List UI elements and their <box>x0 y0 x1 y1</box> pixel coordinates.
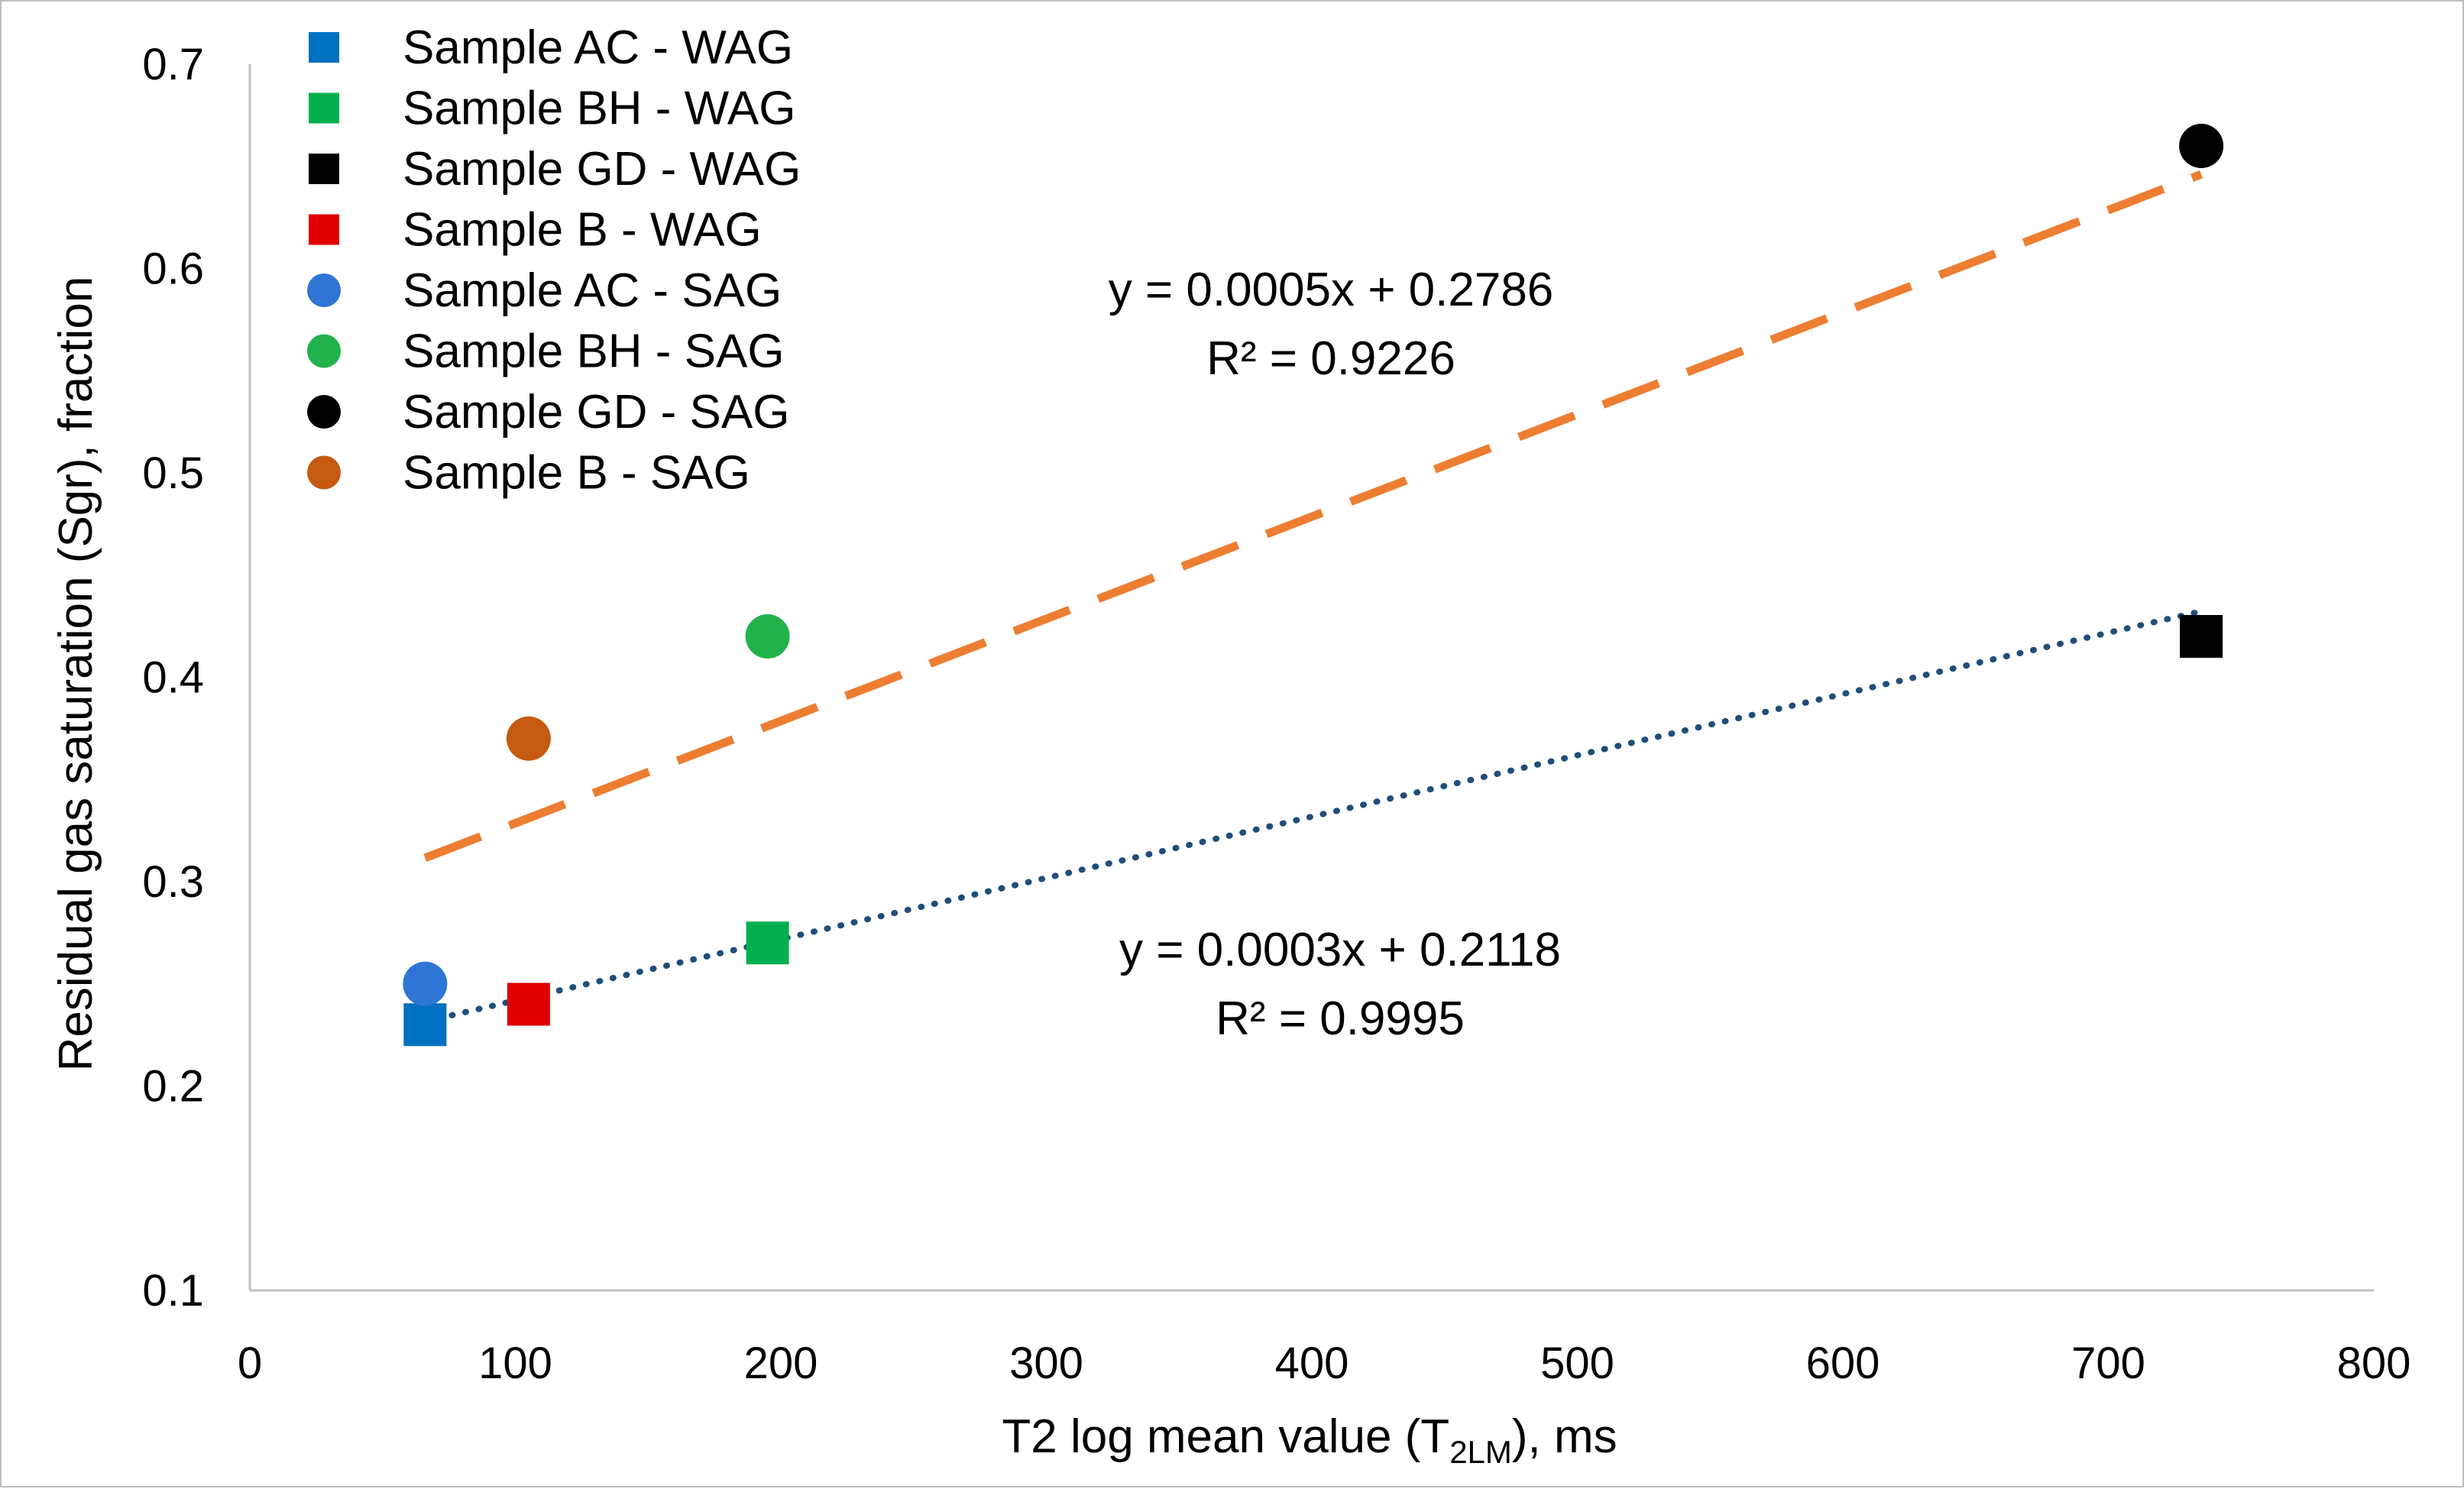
x-tick-label: 200 <box>744 1338 818 1388</box>
x-axis-title-subscript: 2LM <box>1449 1434 1512 1470</box>
legend-marker <box>307 334 341 368</box>
y-tick-label: 0.5 <box>142 448 204 498</box>
legend-marker <box>309 214 339 245</box>
x-axis-title-suffix: ), ms <box>1512 1410 1617 1463</box>
legend-item: Sample B - WAG <box>309 204 762 257</box>
trendline-sag <box>423 170 2203 863</box>
data-point <box>2179 124 2224 168</box>
legend-item: Sample GD - WAG <box>309 143 801 196</box>
legend-label: Sample BH - WAG <box>403 83 795 135</box>
legend-item: Sample GD - SAG <box>307 386 789 439</box>
legend-label: Sample B - SAG <box>403 447 750 500</box>
legend-item: Sample AC - WAG <box>309 21 793 74</box>
y-tick-label: 0.7 <box>142 40 204 89</box>
legend-item: Sample BH - SAG <box>307 325 785 378</box>
data-point <box>403 961 448 1006</box>
y-tick-label: 0.3 <box>142 857 204 907</box>
x-tick-label: 400 <box>1275 1338 1349 1388</box>
data-point <box>403 1003 447 1047</box>
legend-marker <box>309 154 339 184</box>
legend-label: Sample GD - WAG <box>403 143 801 196</box>
x-tick-label: 300 <box>1009 1338 1083 1388</box>
data-points <box>403 124 2224 1047</box>
y-tick-label: 0.6 <box>142 244 204 294</box>
trendline-equation-wag: y = 0.0003x + 0.2118 <box>1119 924 1561 976</box>
data-point <box>507 982 550 1026</box>
x-tick-label: 600 <box>1806 1338 1880 1388</box>
legend-label: Sample BH - SAG <box>403 325 785 378</box>
x-tick-label: 800 <box>2337 1338 2411 1388</box>
trendline-equation-sag: y = 0.0005x + 0.2786 <box>1109 264 1554 316</box>
y-axis-title: Residual gas saturation (Sgr), fraction <box>50 277 102 1072</box>
legend-item: Sample B - SAG <box>307 447 750 500</box>
trendline-r2-sag: R² = 0.9226 <box>1206 332 1455 385</box>
trendline-wag <box>422 608 2205 1024</box>
legend-marker <box>307 274 341 307</box>
trendline-r2-wag: R² = 0.9995 <box>1216 992 1465 1045</box>
y-tick-label: 0.2 <box>142 1062 204 1112</box>
legend-label: Sample GD - SAG <box>403 386 789 439</box>
legend-label: Sample B - WAG <box>403 204 762 257</box>
trendlines <box>422 170 2205 1024</box>
legend-label: Sample AC - WAG <box>403 21 793 74</box>
data-point <box>506 716 551 761</box>
legend-marker <box>307 455 341 490</box>
x-tick-label: 0 <box>238 1338 262 1388</box>
x-tick-label: 500 <box>1540 1338 1614 1388</box>
legend-item: Sample AC - SAG <box>307 264 782 317</box>
legend: Sample AC - WAG Sample BH - WAG Sample GD … <box>307 21 801 500</box>
legend-marker <box>309 32 339 63</box>
y-tick-label: 0.4 <box>142 653 204 703</box>
x-axis-title-main: T2 log mean value (T <box>1002 1410 1449 1463</box>
legend-marker <box>307 395 341 429</box>
x-tick-label: 700 <box>2071 1338 2145 1388</box>
legend-label: Sample AC - SAG <box>403 264 782 317</box>
legend-item: Sample BH - WAG <box>309 83 795 135</box>
x-tick-label: 100 <box>478 1338 552 1388</box>
legend-marker <box>309 92 339 124</box>
data-point <box>2180 615 2223 658</box>
y-tick-label: 0.1 <box>142 1266 204 1316</box>
axes: 0 100 200 300 400 500 600 700 800 0.1 0.2 0.3 0.4 0.5… <box>142 40 2411 1388</box>
x-axis-title: T2 log mean value (T2LM), ms <box>1002 1410 1617 1470</box>
data-point <box>745 614 790 659</box>
data-point <box>746 921 789 965</box>
